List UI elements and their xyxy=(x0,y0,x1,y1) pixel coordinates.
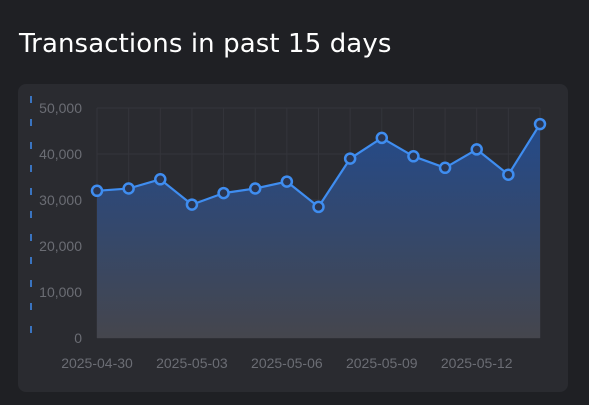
x-tick-label: 2025-04-30 xyxy=(61,355,133,371)
series-area-layer xyxy=(97,124,540,338)
x-tick-labels: 2025-04-30 2025-05-03 2025-05-06 2025-05-09… xyxy=(61,355,513,371)
y-tick-label: 10,000 xyxy=(39,284,82,300)
data-point[interactable] xyxy=(185,198,199,211)
data-point[interactable] xyxy=(375,131,389,145)
x-tick-label: 2025-05-09 xyxy=(346,355,418,371)
data-point[interactable] xyxy=(90,184,104,198)
y-tick-label: 30,000 xyxy=(39,192,82,208)
data-point[interactable] xyxy=(312,200,325,214)
data-point[interactable] xyxy=(438,161,452,175)
page-title: Transactions in past 15 days xyxy=(19,29,392,59)
y-tick-label: 50,000 xyxy=(39,100,82,116)
x-tick-label: 2025-05-06 xyxy=(251,355,323,371)
y-tick-label: 20,000 xyxy=(39,238,82,254)
data-point[interactable] xyxy=(280,175,294,188)
data-point[interactable] xyxy=(343,152,357,165)
data-point[interactable] xyxy=(248,182,262,195)
y-tick-label: 40,000 xyxy=(39,146,82,162)
series-area xyxy=(97,124,540,338)
data-point[interactable] xyxy=(217,186,230,200)
data-point[interactable] xyxy=(407,150,420,163)
data-point[interactable] xyxy=(502,168,515,181)
data-points xyxy=(90,117,547,214)
x-tick-label: 2025-05-03 xyxy=(156,355,228,371)
x-tick-label: 2025-05-12 xyxy=(441,355,513,371)
data-point[interactable] xyxy=(533,117,547,131)
y-tick-label: 0 xyxy=(74,330,82,346)
data-point[interactable] xyxy=(122,182,135,195)
data-point[interactable] xyxy=(154,173,167,186)
y-tick-labels: 0 10,000 20,000 30,000 40,000 50,000 xyxy=(39,100,82,346)
data-point[interactable] xyxy=(470,143,483,156)
